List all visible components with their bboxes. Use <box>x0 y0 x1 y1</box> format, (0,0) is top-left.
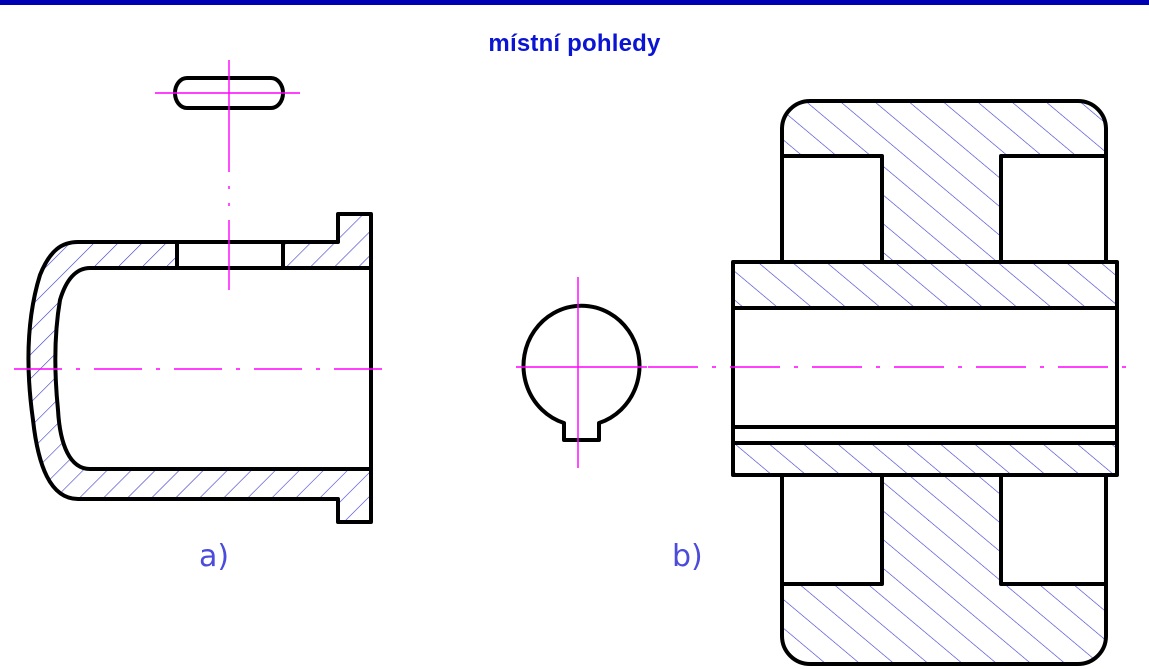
shaft-band-lower <box>733 443 1117 475</box>
label-b: b) <box>672 539 703 574</box>
pocket-top-left <box>780 154 884 264</box>
view-a: a) <box>14 60 385 574</box>
hub-section <box>733 101 1117 664</box>
slot-local-view <box>173 76 285 110</box>
cap-outer-contour <box>26 212 373 524</box>
hub-outer-contour-bottom <box>780 473 1108 666</box>
shaft-band-upper <box>733 262 1117 308</box>
pocket-top-right <box>999 154 1108 264</box>
top-border-bar <box>0 0 1149 5</box>
view-b-hub <box>648 99 1140 666</box>
view-b-keyway: b) <box>516 277 703 574</box>
cap-inner-contour <box>53 266 373 471</box>
shaft-outline <box>731 260 1119 477</box>
cap-wall-section <box>28 214 372 522</box>
keyway-profile <box>521 303 642 442</box>
label-a: a) <box>199 539 229 574</box>
slot-cut <box>177 244 283 266</box>
pocket-bottom-right <box>999 473 1108 586</box>
pocket-bottom-left <box>780 473 884 586</box>
hub-outer-contour <box>780 99 1108 264</box>
page-title: místní pohledy <box>488 30 661 57</box>
